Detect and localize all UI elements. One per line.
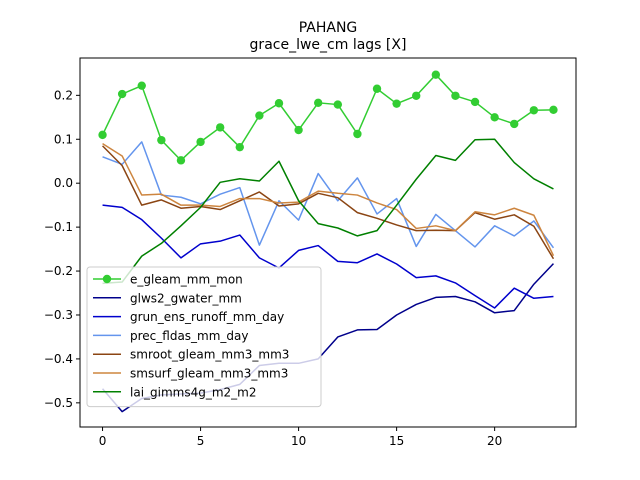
- data-point: [196, 137, 205, 147]
- y-tick-label: −0.3: [44, 308, 73, 322]
- chart-subtitle: grace_lwe_cm lags [X]: [250, 37, 407, 53]
- data-point: [529, 106, 539, 115]
- data-point: [412, 91, 421, 100]
- data-point: [431, 70, 441, 79]
- data-point: [313, 98, 323, 108]
- series-line: [102, 141, 555, 249]
- legend-label: grun_ens_runoff_mm_day: [130, 310, 284, 324]
- data-point: [490, 113, 499, 122]
- data-point: [274, 99, 284, 108]
- x-tick-label: 15: [389, 434, 404, 448]
- series-line: [102, 204, 554, 309]
- data-point: [451, 91, 460, 100]
- legend-label: e_gleam_mm_mon: [130, 273, 243, 287]
- legend-box: [86, 266, 322, 408]
- data-point: [137, 81, 146, 90]
- legend-label: lai_gimms4g_m2_m2: [130, 385, 257, 399]
- data-point: [176, 156, 186, 165]
- series-e_gleam_mm_mon: [98, 70, 558, 165]
- series-line: [102, 138, 554, 285]
- series-line: [102, 145, 555, 260]
- chart-title: PAHANG: [299, 20, 358, 36]
- data-point: [353, 129, 362, 139]
- series-line: [102, 143, 555, 257]
- data-point: [98, 130, 107, 140]
- y-tick-label: −0.5: [44, 396, 73, 410]
- legend-label: smsurf_gleam_mm3_mm3: [130, 367, 288, 381]
- series-grun_ens_runoff_mm_day: [102, 204, 554, 309]
- data-point: [372, 84, 382, 93]
- data-point: [510, 119, 519, 129]
- data-point: [294, 125, 303, 135]
- legend-label: smroot_gleam_mm3_mm3: [130, 348, 289, 362]
- data-point: [215, 123, 225, 132]
- data-point: [549, 105, 558, 115]
- series-smroot_gleam_mm3_mm3: [102, 145, 555, 260]
- y-tick-label: 0.2: [54, 88, 73, 102]
- series-lai_gimms4g_m2_m2: [102, 138, 554, 285]
- series-smsurf_gleam_mm3_mm3: [102, 143, 555, 257]
- x-tick-label: 20: [487, 434, 502, 448]
- y-tick-label: 0.1: [54, 132, 73, 146]
- y-tick-label: −0.2: [44, 264, 73, 278]
- plot-area: 0 5 10 15 20 −0.5 −0.4 −0.3 −0.2 −0.1 0.0 0.1 0.2: [44, 88, 502, 448]
- x-tick-label: 10: [291, 434, 306, 448]
- data-point: [470, 97, 480, 107]
- y-tick-label: 0.0: [54, 176, 73, 190]
- y-tick-label: −0.1: [44, 220, 73, 234]
- legend-label: glws2_gwater_mm: [130, 291, 242, 305]
- y-tick-label: −0.4: [44, 352, 73, 366]
- legend-marker: [102, 274, 112, 284]
- data-point: [333, 100, 343, 109]
- legend: e_gleam_mm_mon glws2_gwater_mm grun_ens_ru…: [86, 266, 322, 408]
- data-point: [117, 89, 127, 99]
- data-point: [157, 135, 166, 145]
- series-prec_fldas_mm_day: [102, 141, 555, 249]
- x-tick-label: 5: [197, 434, 205, 448]
- data-point: [392, 99, 401, 108]
- legend-label: prec_fldas_mm_day: [130, 329, 249, 343]
- data-point: [235, 142, 244, 152]
- x-tick-label: 0: [99, 434, 107, 448]
- data-point: [255, 111, 264, 120]
- plot-frame: [79, 57, 577, 428]
